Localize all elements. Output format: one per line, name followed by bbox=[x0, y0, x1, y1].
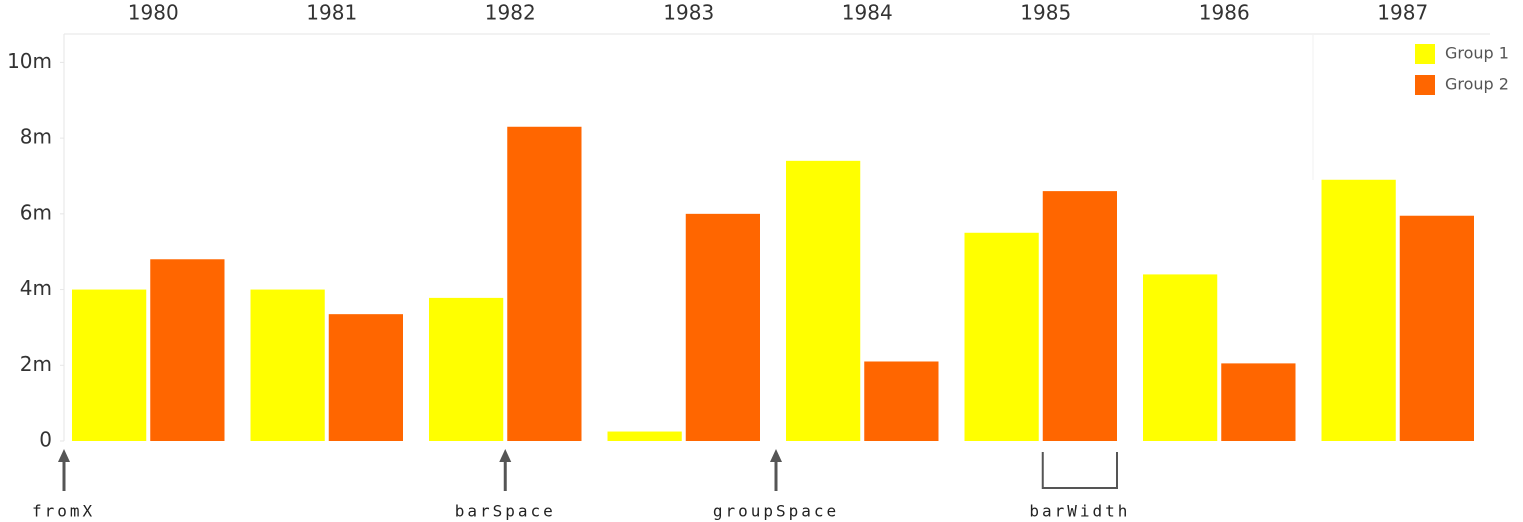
bar bbox=[607, 431, 682, 441]
bar bbox=[685, 213, 760, 441]
x-tick-label: 1982 bbox=[485, 1, 536, 25]
legend-swatch bbox=[1415, 44, 1435, 64]
x-tick-label: 1986 bbox=[1199, 1, 1250, 25]
legend-label: Group 1 bbox=[1445, 44, 1509, 63]
y-tick-label: 2m bbox=[20, 352, 52, 376]
bar bbox=[964, 232, 1039, 441]
annotation-label: fromX bbox=[32, 502, 95, 521]
x-tick-label: 1983 bbox=[663, 1, 714, 25]
x-tick-label: 1980 bbox=[128, 1, 179, 25]
bar bbox=[1321, 179, 1396, 441]
bar bbox=[786, 160, 861, 441]
x-tick-label: 1985 bbox=[1020, 1, 1071, 25]
x-tick-label: 1981 bbox=[306, 1, 357, 25]
y-tick-label: 0 bbox=[39, 428, 52, 452]
y-tick-label: 6m bbox=[20, 200, 52, 224]
y-tick-label: 8m bbox=[20, 125, 52, 149]
bar bbox=[1042, 191, 1117, 441]
bar bbox=[1399, 215, 1474, 441]
y-tick-label: 10m bbox=[7, 49, 52, 73]
bar bbox=[1221, 363, 1296, 441]
bar bbox=[72, 289, 147, 441]
legend-swatch bbox=[1415, 75, 1435, 95]
legend-label: Group 2 bbox=[1445, 75, 1509, 94]
bar-width-bracket bbox=[1041, 452, 1118, 489]
y-tick-label: 4m bbox=[20, 276, 52, 300]
annotation-arrowhead bbox=[770, 449, 782, 462]
bar bbox=[1143, 274, 1218, 441]
x-tick-label: 1987 bbox=[1377, 1, 1428, 25]
annotation-label: barSpace bbox=[455, 502, 556, 521]
bar bbox=[507, 126, 582, 441]
bar bbox=[150, 259, 225, 441]
annotation-arrowhead bbox=[58, 449, 70, 462]
bar bbox=[328, 314, 403, 441]
bar bbox=[429, 297, 504, 441]
bar bbox=[864, 361, 939, 441]
x-tick-label: 1984 bbox=[842, 1, 893, 25]
annotation-label: barWidth bbox=[1029, 502, 1130, 521]
annotation-arrowhead bbox=[499, 449, 512, 462]
annotation-label: groupSpace bbox=[713, 502, 839, 521]
bar bbox=[250, 289, 325, 441]
